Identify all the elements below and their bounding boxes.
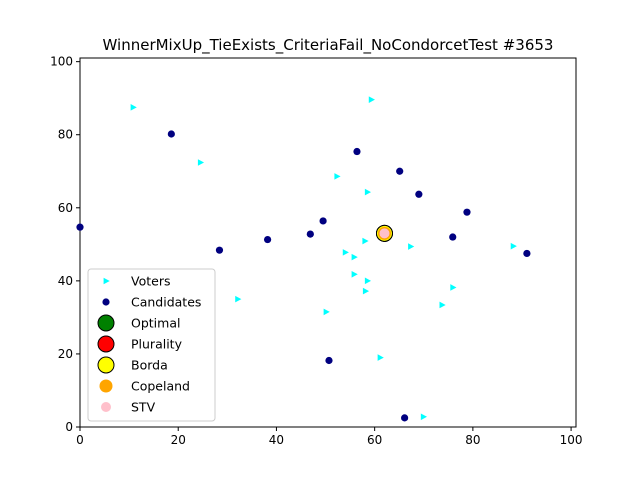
voters-point: [351, 270, 358, 278]
candidates-point: [523, 249, 531, 258]
legend-label-copeland: Copeland: [131, 379, 190, 394]
legend-marker-optimal: [97, 314, 115, 332]
voters-point: [364, 188, 372, 196]
candidates-point: [401, 414, 409, 422]
candidates-point: [263, 235, 272, 244]
voters-point: [364, 277, 372, 285]
voters-point: [510, 242, 517, 250]
candidates-point: [396, 167, 404, 175]
legend-label-stv: STV: [131, 400, 156, 415]
candidates-point: [415, 190, 423, 198]
plot-area: [79, 57, 577, 428]
x-tick-label: 60: [367, 433, 382, 447]
axis-ticks: 0 20 40 60 80 100 0 20 40 60 80 100: [50, 55, 582, 447]
x-tick-label: 20: [171, 433, 186, 447]
legend-marker-voters: [103, 277, 110, 285]
candidates-point: [463, 208, 471, 216]
candidates-point: [325, 356, 333, 365]
legend-label-plurality: Plurality: [131, 337, 183, 352]
x-tick-label: 40: [269, 433, 284, 447]
x-tick-label: 0: [76, 433, 84, 447]
voters-point: [235, 295, 242, 303]
candidates-point: [167, 130, 175, 138]
voters-point: [420, 413, 428, 421]
candidates-point: [306, 230, 314, 238]
chart-title: WinnerMixUp_TieExists_CriteriaFail_NoCon…: [103, 36, 554, 55]
axes-frame: [79, 57, 577, 428]
voters-point: [362, 287, 370, 295]
legend-marker-plurality: [97, 335, 115, 353]
voters-point: [450, 284, 457, 291]
legend-label-voters: Voters: [131, 274, 170, 289]
y-tick-label: 0: [65, 420, 73, 434]
data-marks: [76, 96, 531, 422]
legend-label-optimal: Optimal: [131, 316, 180, 331]
candidates-point: [215, 246, 224, 254]
y-tick-label: 20: [58, 347, 73, 361]
stv-point: [379, 228, 390, 239]
legend-label-borda: Borda: [131, 358, 168, 373]
voters-point: [362, 237, 369, 245]
voters-point: [439, 301, 446, 309]
legend-box: [87, 268, 216, 422]
legend-marker-copeland: [99, 379, 113, 393]
voters-point: [408, 243, 415, 250]
x-tick-label: 80: [465, 433, 480, 447]
voters-point: [323, 308, 330, 316]
y-tick-label: 60: [58, 201, 73, 215]
y-tick-label: 100: [50, 55, 73, 69]
voters-point: [197, 159, 205, 166]
voters-point: [130, 104, 137, 111]
voters-point: [334, 173, 341, 180]
y-tick-label: 40: [58, 274, 73, 288]
candidates-point: [449, 233, 457, 241]
voters-point: [351, 253, 358, 261]
voters-point: [368, 96, 375, 103]
voters-point: [342, 249, 349, 256]
candidates-point: [76, 223, 84, 231]
x-tick-label: 100: [560, 433, 583, 447]
legend-marker-borda: [97, 356, 115, 374]
legend-label-candidates: Candidates: [131, 295, 201, 310]
voters-point: [377, 354, 384, 361]
candidates-point: [319, 217, 327, 225]
legend-marker-stv: [101, 402, 111, 412]
legend-marker-candidates: [102, 298, 110, 306]
y-tick-label: 80: [58, 128, 73, 142]
legend: Voters Candidates Optimal Plurality Borda Cop…: [87, 268, 216, 422]
candidates-point: [353, 147, 361, 156]
